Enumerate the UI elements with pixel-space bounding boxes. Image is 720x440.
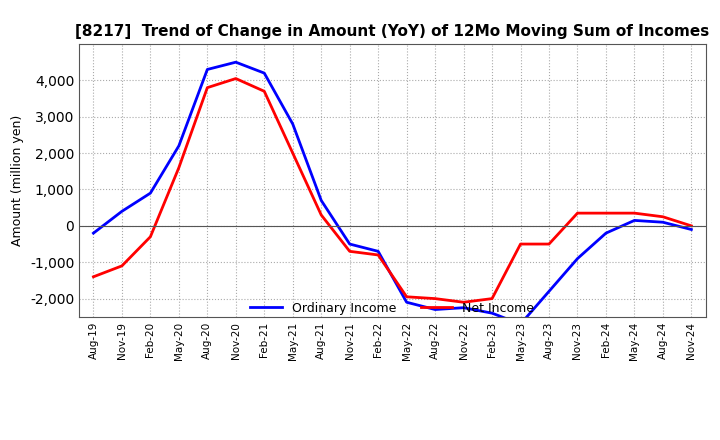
Net Income	[687, 223, 696, 228]
Ordinary Income	[545, 289, 554, 294]
Net Income	[516, 242, 525, 247]
Ordinary Income	[117, 209, 126, 214]
Ordinary Income	[687, 227, 696, 232]
Ordinary Income	[602, 231, 611, 236]
Net Income	[659, 214, 667, 220]
Net Income	[89, 274, 98, 279]
Net Income	[431, 296, 439, 301]
Line: Ordinary Income: Ordinary Income	[94, 62, 691, 324]
Net Income	[174, 165, 183, 170]
Net Income	[459, 300, 468, 305]
Net Income	[203, 85, 212, 90]
Net Income	[573, 210, 582, 216]
Net Income	[117, 263, 126, 268]
Net Income	[602, 210, 611, 216]
Ordinary Income	[573, 256, 582, 261]
Ordinary Income	[374, 249, 382, 254]
Ordinary Income	[459, 305, 468, 310]
Legend: Ordinary Income, Net Income: Ordinary Income, Net Income	[246, 297, 539, 319]
Net Income	[317, 213, 325, 218]
Ordinary Income	[402, 300, 411, 305]
Ordinary Income	[431, 307, 439, 312]
Ordinary Income	[146, 191, 155, 196]
Net Income	[630, 210, 639, 216]
Line: Net Income: Net Income	[94, 79, 691, 302]
Ordinary Income	[289, 121, 297, 127]
Ordinary Income	[516, 322, 525, 327]
Ordinary Income	[630, 218, 639, 223]
Net Income	[545, 242, 554, 247]
Ordinary Income	[659, 220, 667, 225]
Net Income	[487, 296, 496, 301]
Ordinary Income	[89, 231, 98, 236]
Net Income	[402, 294, 411, 300]
Net Income	[260, 88, 269, 94]
Ordinary Income	[487, 311, 496, 316]
Net Income	[374, 252, 382, 257]
Ordinary Income	[174, 143, 183, 148]
Net Income	[289, 150, 297, 156]
Title: [8217]  Trend of Change in Amount (YoY) of 12Mo Moving Sum of Incomes: [8217] Trend of Change in Amount (YoY) o…	[76, 24, 709, 39]
Ordinary Income	[346, 242, 354, 247]
Ordinary Income	[260, 70, 269, 76]
Ordinary Income	[203, 67, 212, 72]
Ordinary Income	[232, 59, 240, 65]
Net Income	[232, 76, 240, 81]
Net Income	[146, 234, 155, 239]
Ordinary Income	[317, 198, 325, 203]
Y-axis label: Amount (million yen): Amount (million yen)	[12, 115, 24, 246]
Net Income	[346, 249, 354, 254]
